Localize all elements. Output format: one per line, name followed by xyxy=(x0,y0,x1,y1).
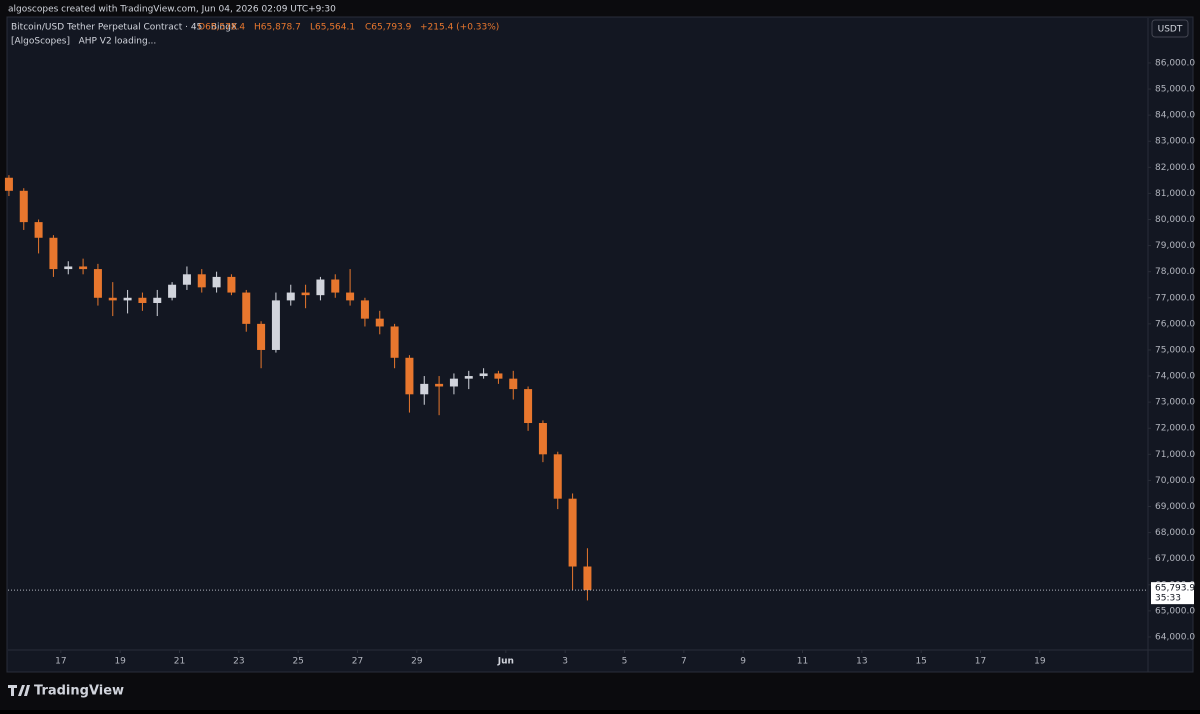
chart-title: Bitcoin/USD Tether Perpetual Contract · … xyxy=(11,23,237,33)
x-tick-label: 17 xyxy=(55,657,66,667)
candle-body xyxy=(123,297,132,301)
x-tick-label: 9 xyxy=(740,657,746,667)
x-tick-label: 23 xyxy=(233,657,244,667)
x-tick-label: 3 xyxy=(562,657,568,667)
y-tick-label: 73,000.0 xyxy=(1155,398,1195,408)
candle-body xyxy=(197,274,206,288)
countdown: 35:33 xyxy=(1155,594,1181,604)
candle-body xyxy=(420,383,429,395)
x-tick-label: 13 xyxy=(856,657,867,667)
x-tick-label: 25 xyxy=(292,657,303,667)
x-tick-label: 27 xyxy=(352,657,363,667)
y-tick-label: 75,000.0 xyxy=(1155,345,1195,355)
last-price-label: 65,793.9 xyxy=(1155,584,1195,594)
brand-logo xyxy=(8,685,30,696)
ohlc-low: L65,564.1 xyxy=(310,23,355,33)
y-tick-label: 76,000.0 xyxy=(1155,319,1195,329)
y-tick-label: 81,000.0 xyxy=(1155,189,1195,199)
candle-body xyxy=(153,297,162,303)
candle-body xyxy=(4,177,13,191)
candle-body xyxy=(19,190,28,223)
candle-body xyxy=(346,292,355,301)
candle-body xyxy=(108,297,117,301)
candle-body xyxy=(271,300,280,350)
change: +215.4 (+0.33%) xyxy=(420,23,499,33)
x-tick-label: 5 xyxy=(622,657,628,667)
brand: TradingView xyxy=(34,684,124,699)
last-price-tag xyxy=(1151,582,1194,605)
candle-body xyxy=(316,279,325,296)
y-tick-label: 80,000.0 xyxy=(1155,215,1195,225)
x-tick-label: 15 xyxy=(915,657,926,667)
watermark: algoscopes created with TradingView.com,… xyxy=(8,5,336,15)
y-tick-label: 82,000.0 xyxy=(1155,163,1195,173)
y-tick-label: 79,000.0 xyxy=(1155,241,1195,251)
candle-body xyxy=(182,274,191,285)
y-tick-label: 85,000.0 xyxy=(1155,85,1195,95)
candle-body xyxy=(49,237,58,270)
candle-body xyxy=(375,318,384,327)
x-tick-label: 17 xyxy=(975,657,986,667)
candle-body xyxy=(64,266,73,270)
currency-button[interactable] xyxy=(1151,19,1189,38)
candle-body xyxy=(93,269,102,298)
candle-body xyxy=(464,376,473,379)
candle-body xyxy=(242,292,251,324)
candle-body xyxy=(479,373,488,377)
y-tick-label: 78,000.0 xyxy=(1155,267,1195,277)
candle-body xyxy=(390,326,399,358)
candle-body xyxy=(168,284,177,298)
candle-body xyxy=(524,389,533,424)
y-tick-label: 77,000.0 xyxy=(1155,293,1195,303)
candle-body xyxy=(257,323,266,350)
y-tick-label: 65,000.0 xyxy=(1155,606,1195,616)
candle-body xyxy=(449,378,458,387)
candle-body xyxy=(538,423,547,455)
x-tick-label: 21 xyxy=(174,657,185,667)
x-tick-label: 29 xyxy=(411,657,423,667)
y-tick-label: 70,000.0 xyxy=(1155,476,1195,486)
plot xyxy=(4,175,592,601)
candle-body xyxy=(494,373,503,379)
x-tick-label: 7 xyxy=(681,657,687,667)
candle-body xyxy=(138,297,147,303)
candle-body xyxy=(583,566,592,591)
candle-body xyxy=(286,292,295,301)
candle-body xyxy=(79,266,88,270)
x-tick-label: Jun xyxy=(497,657,514,667)
candle-body xyxy=(227,276,236,293)
y-tick-label: 71,000.0 xyxy=(1155,450,1195,460)
chart-pane xyxy=(6,16,1194,673)
y-tick-label: 69,000.0 xyxy=(1155,502,1195,512)
x-tick-label: 19 xyxy=(1034,657,1046,667)
x-tick-label: 19 xyxy=(114,657,126,667)
ohlc-open: O65,578.4 xyxy=(198,23,245,33)
candle-body xyxy=(435,383,444,387)
candle-body xyxy=(553,454,562,499)
candle-body xyxy=(509,378,518,390)
candle-body xyxy=(568,498,577,567)
candle-body xyxy=(405,357,414,395)
y-tick-label: 74,000.0 xyxy=(1155,372,1195,382)
candle-body xyxy=(34,222,43,238)
ohlc-close: C65,793.9 xyxy=(365,23,412,33)
candle-body xyxy=(360,300,369,319)
indicator: [AlgoScopes] AHP V2 loading... xyxy=(11,37,156,47)
candle-body xyxy=(331,279,340,293)
y-tick-label: 68,000.0 xyxy=(1155,528,1195,538)
currency-label[interactable]: USDT xyxy=(1158,25,1183,35)
y-tick-label: 83,000.0 xyxy=(1155,137,1195,147)
y-tick-label: 72,000.0 xyxy=(1155,424,1195,434)
y-tick-label: 86,000.0 xyxy=(1155,58,1195,68)
y-tick-label: 84,000.0 xyxy=(1155,111,1195,121)
x-tick-label: 11 xyxy=(797,657,808,667)
y-tick-label: 67,000.0 xyxy=(1155,554,1195,564)
candle-body xyxy=(301,292,310,296)
y-tick-label: 64,000.0 xyxy=(1155,632,1195,642)
candle-body xyxy=(212,276,221,288)
ohlc-high: H65,878.7 xyxy=(254,23,301,33)
